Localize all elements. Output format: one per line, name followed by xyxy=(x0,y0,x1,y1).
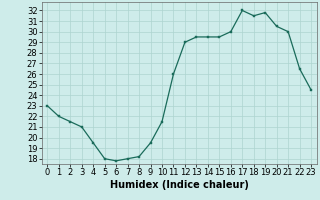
X-axis label: Humidex (Indice chaleur): Humidex (Indice chaleur) xyxy=(110,180,249,190)
